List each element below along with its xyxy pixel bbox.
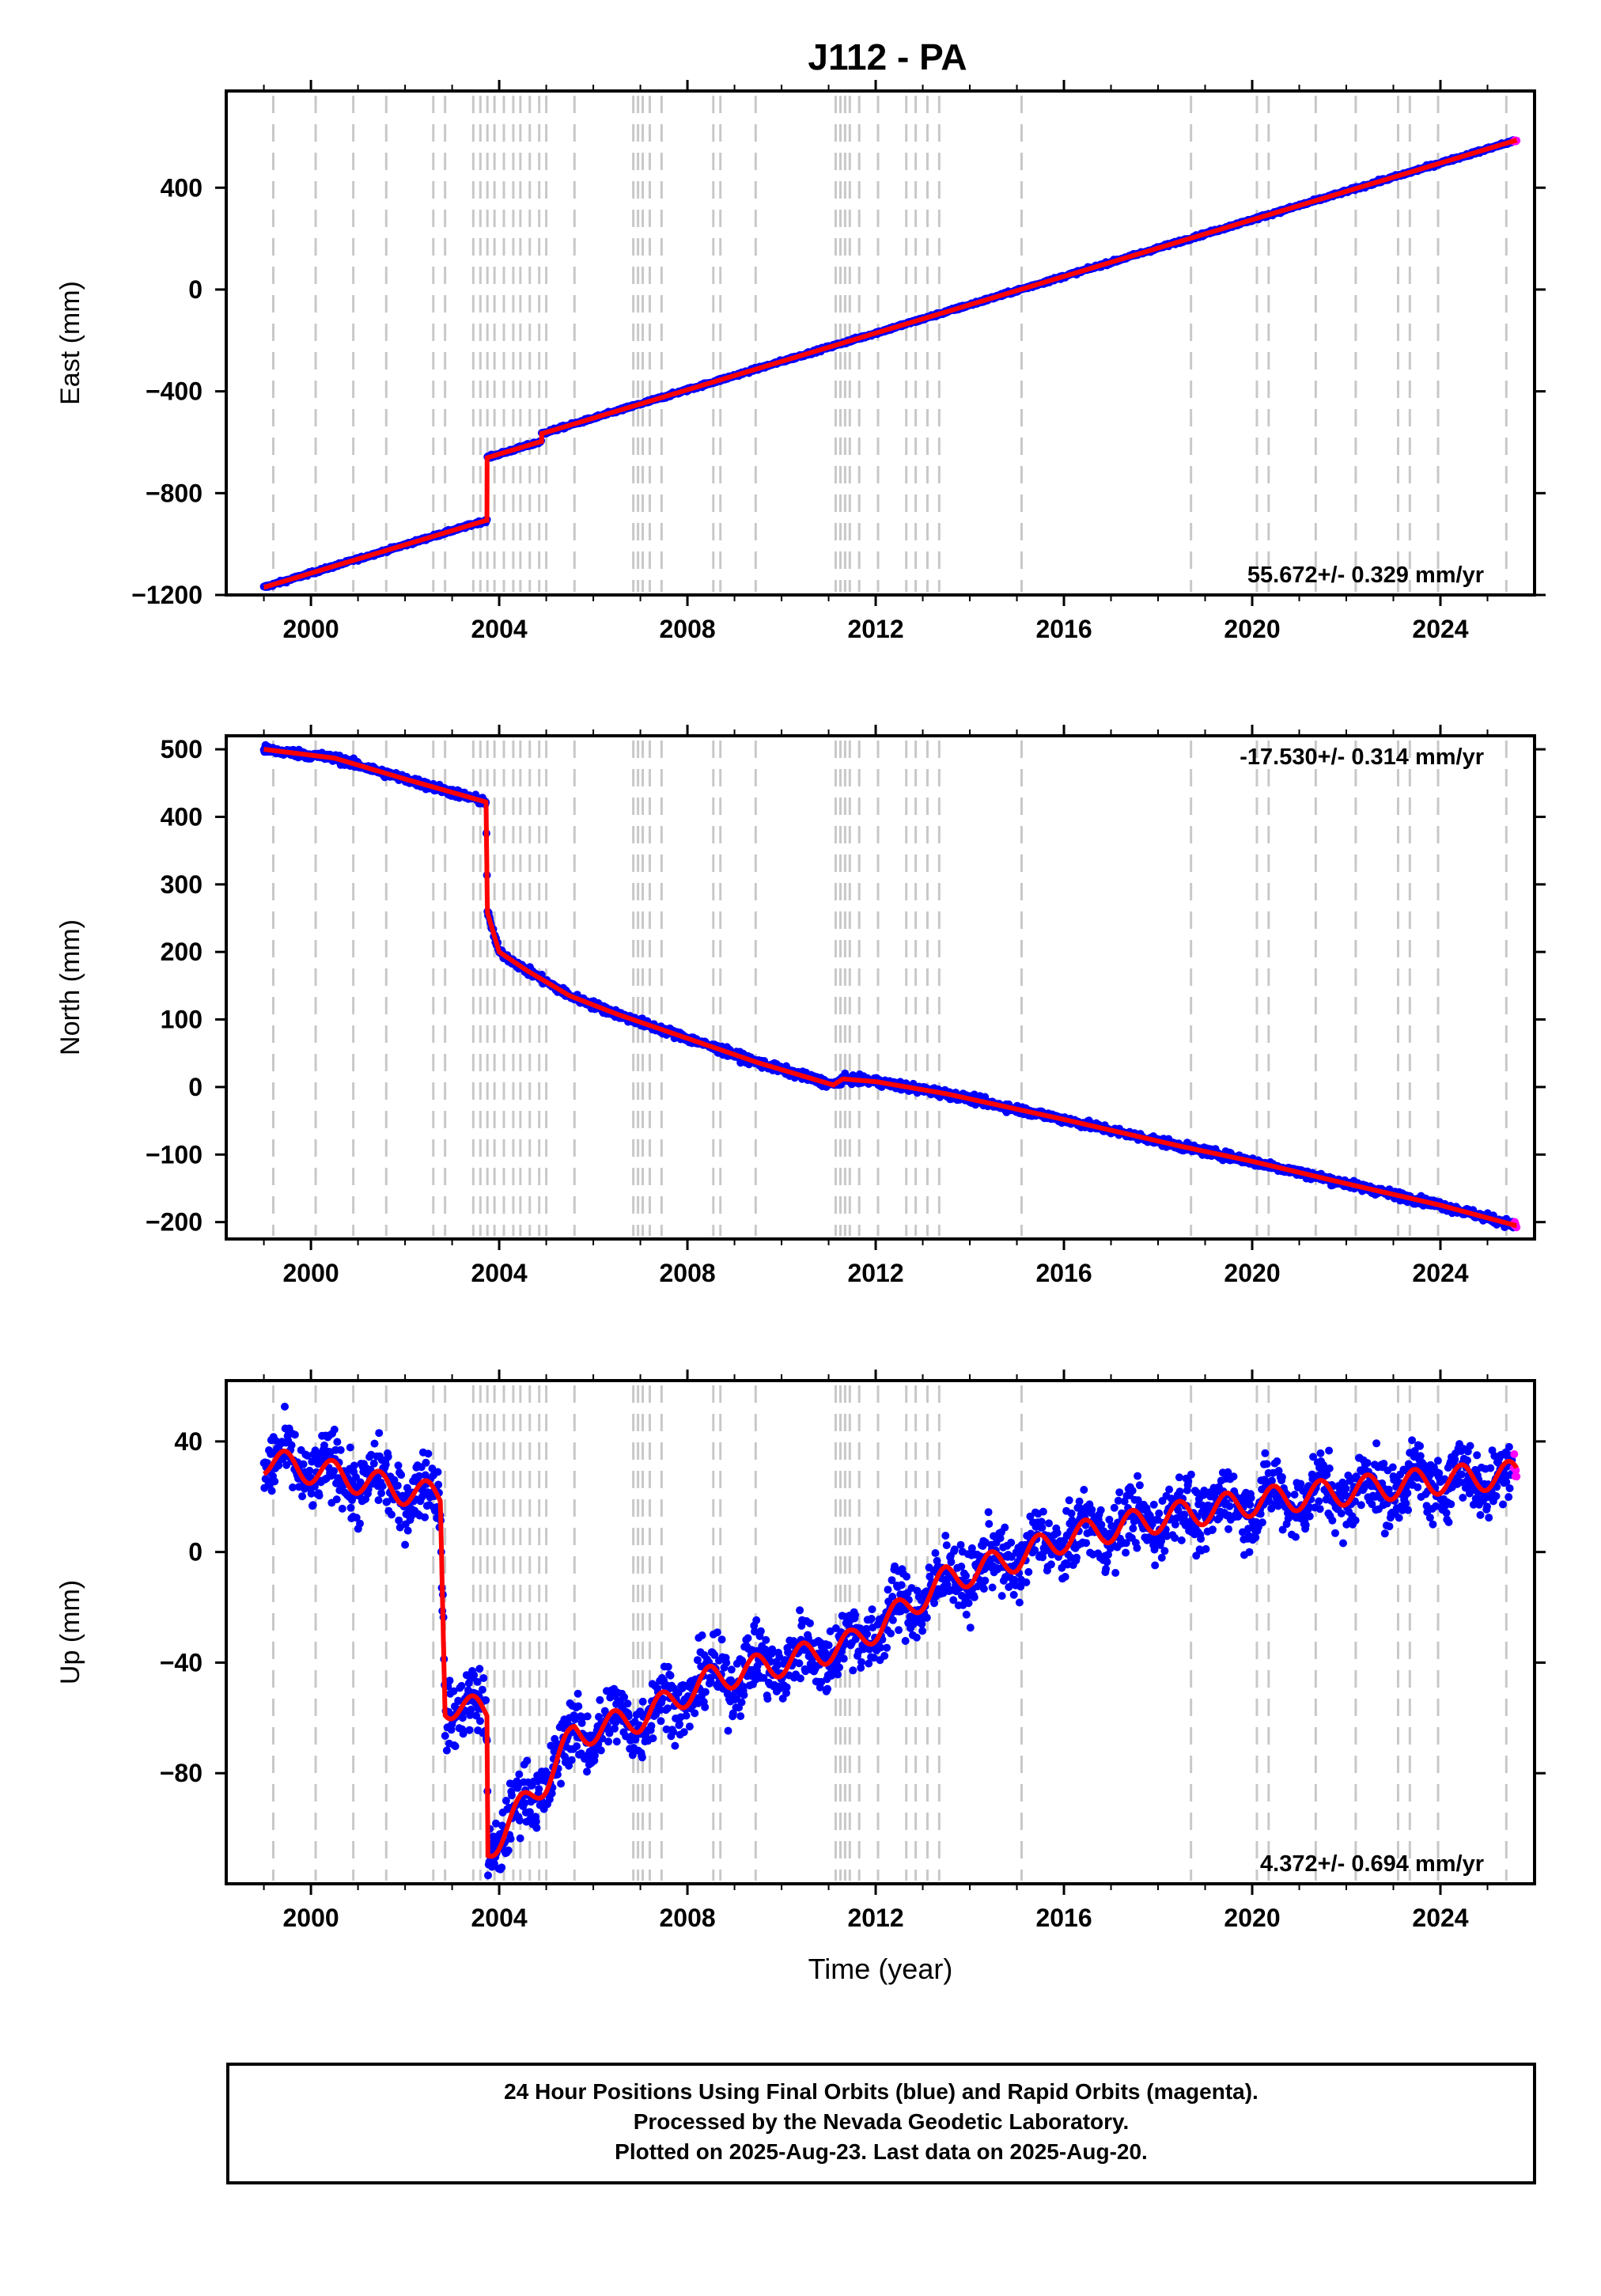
model-fit-line bbox=[263, 747, 1517, 1228]
x-tick-label: 2012 bbox=[847, 1259, 903, 1287]
x-tick-label: 2012 bbox=[847, 615, 903, 643]
panel-up: 2000 2004 2008 2012 2016 2020 2024400−40−80Up … bbox=[55, 1370, 1546, 1985]
final-point bbox=[346, 1503, 355, 1512]
plot-frame bbox=[225, 734, 1536, 1241]
y-tick-label: 500 bbox=[161, 735, 202, 763]
velocity-label: 55.672+/- 0.329 mm/yr bbox=[1247, 563, 1484, 588]
final-point bbox=[369, 1459, 378, 1468]
final-point bbox=[330, 1425, 339, 1434]
plot-frame bbox=[225, 89, 1536, 597]
event-lines bbox=[271, 741, 1508, 1236]
final-point bbox=[350, 1461, 358, 1470]
final-point bbox=[287, 1441, 296, 1449]
panel-east: 2000 2004 2008 2012 2016 2020 2024 400 0 −400 −800… bbox=[55, 80, 1546, 643]
x-tick-label: 2004 bbox=[471, 615, 527, 643]
x-tick-label: 2020 bbox=[1224, 1259, 1280, 1287]
y-tick-label: −800 bbox=[146, 479, 202, 507]
final-point bbox=[336, 1445, 345, 1454]
y-tick-label: 100 bbox=[161, 1006, 202, 1034]
event-lines bbox=[271, 96, 1508, 592]
x-tick-label: 2000 bbox=[282, 1259, 339, 1287]
final-point bbox=[395, 1516, 403, 1525]
final-point bbox=[378, 1482, 387, 1491]
final-point bbox=[397, 1471, 406, 1480]
final-point bbox=[356, 1519, 364, 1528]
y-axis-label: East (mm) bbox=[55, 281, 85, 405]
final-point bbox=[333, 1438, 342, 1446]
velocity-label: -17.530+/- 0.314 mm/yr bbox=[1240, 744, 1484, 770]
final-point bbox=[346, 1443, 354, 1452]
final-point bbox=[271, 1477, 279, 1486]
final-point bbox=[384, 1453, 392, 1461]
final-point bbox=[370, 1439, 379, 1448]
final-point bbox=[298, 1492, 307, 1501]
y-tick-label: 0 bbox=[188, 275, 202, 304]
final-point bbox=[374, 1496, 383, 1505]
final-point bbox=[305, 1466, 314, 1475]
x-tick-label: 2000 bbox=[282, 615, 339, 643]
final-point bbox=[315, 1491, 324, 1500]
final-point bbox=[381, 1461, 390, 1468]
final-point bbox=[394, 1461, 403, 1470]
x-tick-label: 2008 bbox=[659, 615, 715, 643]
y-tick-label: 400 bbox=[161, 173, 202, 202]
y-tick-label: −1200 bbox=[131, 581, 202, 609]
y-tick-label: 400 bbox=[161, 802, 202, 831]
x-tick-label: 2024 bbox=[1412, 1259, 1468, 1287]
y-tick-label: 300 bbox=[161, 870, 202, 899]
final-point bbox=[375, 1429, 384, 1438]
y-tick-label: −400 bbox=[146, 377, 202, 406]
final-point bbox=[393, 1481, 402, 1490]
model-fit-line bbox=[263, 138, 1518, 590]
y-tick-label: −100 bbox=[146, 1140, 202, 1169]
y-tick-label: 200 bbox=[161, 938, 202, 966]
x-tick-label: 2016 bbox=[1035, 615, 1092, 643]
y-tick-label: −200 bbox=[146, 1208, 202, 1237]
x-tick-label: 2008 bbox=[659, 1259, 715, 1287]
final-point bbox=[338, 1504, 346, 1513]
series-points bbox=[259, 1402, 1521, 1880]
y-axis-label: North (mm) bbox=[55, 919, 85, 1055]
final-point bbox=[267, 1487, 276, 1495]
final-point bbox=[299, 1460, 308, 1468]
final-point bbox=[388, 1510, 396, 1519]
final-point bbox=[290, 1430, 299, 1439]
final-point bbox=[332, 1495, 341, 1504]
series-points bbox=[259, 741, 1521, 1232]
x-tick-label: 2016 bbox=[1035, 1259, 1092, 1287]
series-points bbox=[259, 136, 1521, 591]
final-point bbox=[330, 1467, 339, 1476]
x-tick-label: 2024 bbox=[1412, 615, 1468, 643]
final-point bbox=[281, 1402, 289, 1411]
panel-north: 2000 2004 2008 2012 2016 2020 2024500400300200… bbox=[55, 725, 1546, 1287]
x-tick-label: 2020 bbox=[1224, 615, 1280, 643]
y-tick-label: 0 bbox=[188, 1073, 202, 1101]
final-point bbox=[377, 1489, 386, 1498]
x-tick-label: 2004 bbox=[471, 1259, 527, 1287]
final-point bbox=[308, 1501, 317, 1510]
